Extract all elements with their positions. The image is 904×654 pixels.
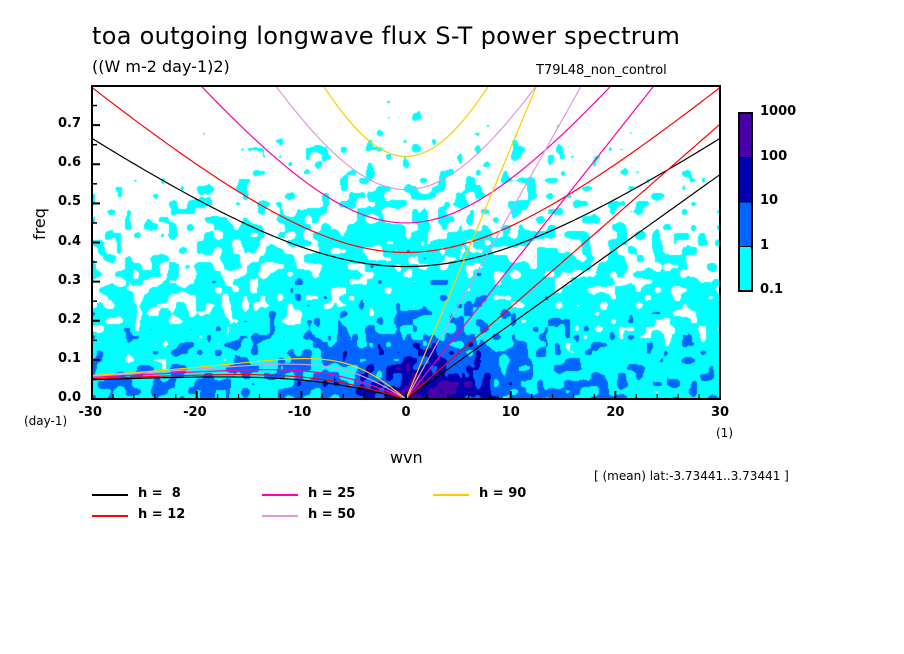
dispersion-curve-h90 — [92, 357, 407, 399]
colorbar-swatch — [738, 246, 753, 292]
x-tick-label: 0 — [401, 405, 411, 420]
legend-label-h50: h = 50 — [308, 507, 356, 522]
dispersion-curves — [92, 86, 720, 399]
y-axis-units: (day-1) — [24, 414, 68, 428]
dispersion-curve-h12 — [92, 87, 720, 254]
colorbar-frame — [738, 112, 753, 292]
colorbar-swatch — [738, 157, 753, 203]
x-axis-label: wvn — [390, 448, 423, 467]
dispersion-curve-h25 — [200, 86, 612, 224]
y-axis-label: freq — [30, 208, 49, 240]
colorbar-swatch — [738, 201, 753, 247]
colorbar-label: 100 — [760, 148, 788, 164]
dispersion-curve-h50 — [275, 86, 537, 191]
y-tick-label: 0.6 — [58, 155, 82, 171]
dispersion-curve-h8 — [405, 174, 720, 399]
y-tick-label: 0.7 — [58, 116, 82, 132]
colorbar-label: 0.1 — [760, 282, 784, 297]
colorbar — [738, 112, 753, 292]
x-tick-label: -10 — [287, 405, 312, 420]
dispersion-curve-h12 — [92, 373, 407, 399]
legend-label-h25: h = 25 — [308, 486, 356, 501]
spectrum-field — [92, 86, 720, 399]
dispersion-curve-h90 — [405, 86, 538, 399]
dispersion-curve-h50 — [92, 363, 407, 399]
dispersion-curve-h25 — [92, 369, 407, 399]
x-tick-label: 30 — [711, 405, 730, 420]
dispersion-curve-h8 — [92, 376, 407, 399]
x-tick-label: 10 — [501, 405, 520, 420]
y-tick-label: 0.0 — [58, 390, 82, 405]
chart-title: toa outgoing longwave flux S-T power spe… — [92, 22, 681, 50]
dispersion-curve-h12 — [405, 123, 720, 399]
legend-label-h90: h = 90 — [479, 486, 527, 501]
latitude-annotation: [ (mean) lat:-3.73441..3.73441 ] — [594, 469, 789, 483]
run-label: T79L48_non_control — [536, 63, 667, 78]
x-axis-units: (1) — [716, 426, 733, 440]
dispersion-curve-h90 — [322, 86, 490, 158]
dispersion-curve-h50 — [405, 86, 582, 399]
chart-subtitle-units: ((W m-2 day-1)2) — [92, 57, 230, 76]
y-tick-label: 0.1 — [58, 350, 82, 366]
dispersion-curve-h8 — [92, 137, 720, 268]
x-tick-label: 20 — [606, 405, 625, 420]
y-tick-label: 0.5 — [58, 194, 82, 210]
colorbar-label: 1 — [760, 237, 770, 253]
dispersion-curve-h25 — [405, 86, 655, 399]
axis-ticks — [91, 104, 721, 400]
legend — [92, 494, 469, 517]
colorbar-label: 10 — [760, 193, 779, 208]
colorbar-label: 1000 — [760, 104, 797, 119]
legend-label-h8: h = 8 — [138, 486, 181, 501]
x-tick-label: -30 — [78, 405, 103, 420]
y-tick-label: 0.2 — [58, 311, 82, 327]
colorbar-swatch — [738, 112, 753, 158]
y-tick-label: 0.4 — [58, 233, 82, 249]
legend-label-h12: h = 12 — [138, 507, 186, 522]
x-tick-label: -20 — [183, 405, 207, 420]
y-tick-label: 0.3 — [58, 272, 82, 288]
